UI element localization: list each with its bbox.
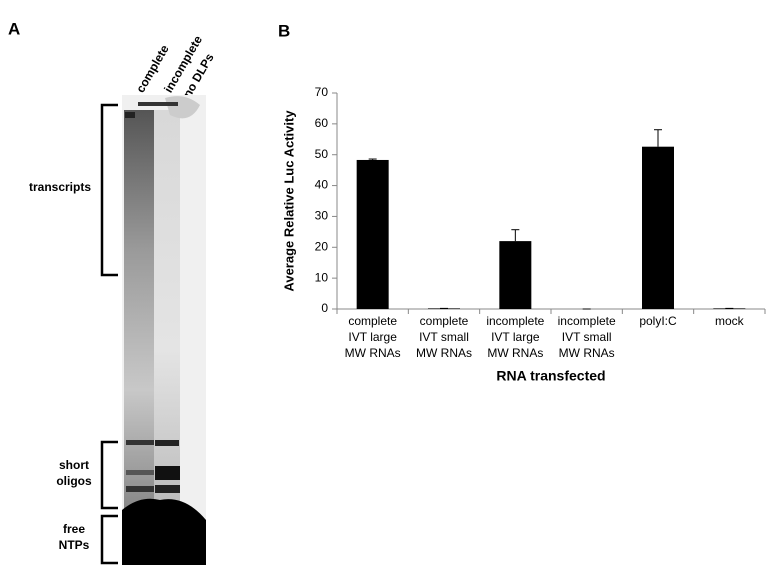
y-tick-label: 50 — [315, 147, 329, 161]
panel-label: A — [8, 19, 20, 38]
brackets — [100, 103, 118, 565]
x-tick-label: MW RNAs — [487, 346, 543, 360]
y-axis-title: Average Relative Luc Activity — [281, 110, 296, 292]
x-tick-label: IVT small — [419, 330, 469, 344]
x-tick-label: incomplete — [486, 314, 544, 328]
gel — [122, 95, 206, 565]
x-tick-label: incomplete — [558, 314, 616, 328]
bar — [499, 241, 532, 309]
error-bar — [654, 129, 662, 147]
region-label: oligos — [56, 474, 92, 488]
x-tick-label: polyI:C — [639, 314, 677, 328]
region-label: free — [63, 522, 85, 536]
panel-label: B — [278, 21, 290, 40]
y-tick-label: 0 — [321, 301, 328, 315]
error-bar — [511, 229, 520, 242]
y-tick-label: 20 — [315, 239, 329, 253]
x-tick-label: MW RNAs — [345, 346, 401, 360]
error-bar — [368, 158, 377, 160]
x-tick-label: IVT large — [348, 330, 397, 344]
x-tick-label: IVT small — [562, 330, 612, 344]
x-axis-title: RNA transfected — [496, 368, 605, 384]
x-tick-label: complete — [348, 314, 397, 328]
x-tick-label: mock — [715, 314, 745, 328]
x-tick-label: IVT large — [491, 330, 540, 344]
region-label: transcripts — [29, 180, 91, 194]
bar — [356, 159, 389, 309]
y-tick-label: 70 — [315, 85, 329, 99]
y-tick-label: 40 — [315, 178, 329, 192]
y-tick-label: 30 — [315, 209, 329, 223]
y-tick-label: 60 — [315, 116, 329, 130]
bar — [642, 146, 674, 309]
x-tick-label: MW RNAs — [559, 346, 615, 360]
y-tick-label: 10 — [315, 270, 329, 284]
x-tick-label: complete — [420, 314, 469, 328]
region-label: NTPs — [59, 538, 90, 552]
x-tick-label: MW RNAs — [416, 346, 472, 360]
region-label: short — [59, 458, 89, 472]
